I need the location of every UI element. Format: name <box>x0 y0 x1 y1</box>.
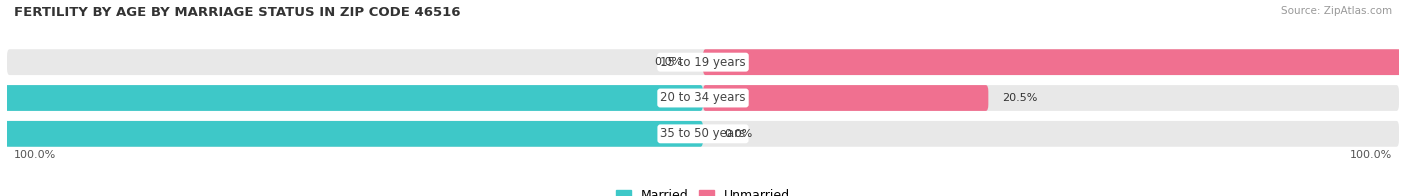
Text: 20 to 34 years: 20 to 34 years <box>661 92 745 104</box>
FancyBboxPatch shape <box>7 121 1399 147</box>
FancyBboxPatch shape <box>7 85 1399 111</box>
FancyBboxPatch shape <box>7 49 1399 75</box>
FancyBboxPatch shape <box>0 85 703 111</box>
FancyBboxPatch shape <box>703 85 988 111</box>
Text: 0.0%: 0.0% <box>724 129 752 139</box>
Text: 20.5%: 20.5% <box>1002 93 1038 103</box>
FancyBboxPatch shape <box>0 121 703 147</box>
Text: 0.0%: 0.0% <box>654 57 682 67</box>
Text: FERTILITY BY AGE BY MARRIAGE STATUS IN ZIP CODE 46516: FERTILITY BY AGE BY MARRIAGE STATUS IN Z… <box>14 6 461 19</box>
Text: 35 to 50 years: 35 to 50 years <box>661 127 745 140</box>
Text: Source: ZipAtlas.com: Source: ZipAtlas.com <box>1281 6 1392 16</box>
Text: 15 to 19 years: 15 to 19 years <box>661 56 745 69</box>
FancyBboxPatch shape <box>703 49 1406 75</box>
Text: 100.0%: 100.0% <box>14 150 56 160</box>
Text: 100.0%: 100.0% <box>1350 150 1392 160</box>
Legend: Married, Unmarried: Married, Unmarried <box>616 189 790 196</box>
